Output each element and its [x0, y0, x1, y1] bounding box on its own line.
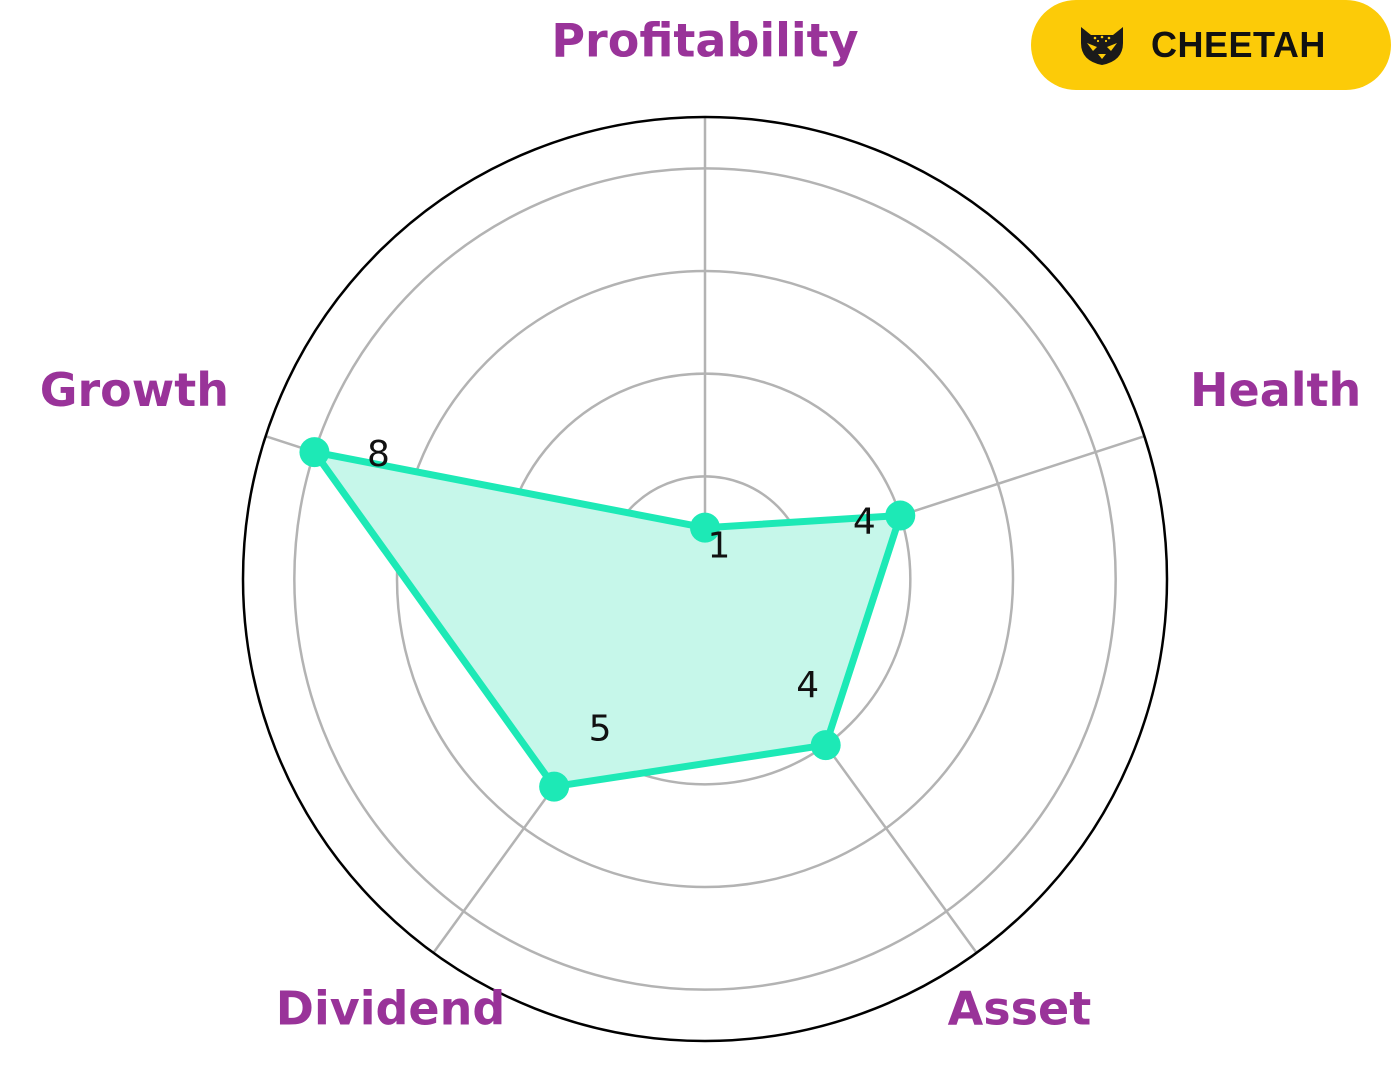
value-label-health: 4	[853, 502, 876, 543]
axis-label-asset: Asset	[948, 981, 1092, 1035]
data-point-growth	[299, 437, 330, 468]
brand-badge: CHEETAH	[1031, 0, 1391, 90]
series-area	[314, 452, 901, 787]
value-label-profitability: 1	[708, 526, 731, 567]
radar-series	[299, 437, 916, 802]
data-point-asset	[810, 730, 841, 761]
value-label-asset: 4	[796, 665, 819, 706]
axis-label-health: Health	[1190, 363, 1361, 417]
axis-label-growth: Growth	[40, 363, 229, 417]
data-point-health	[885, 500, 916, 531]
badge-text: CHEETAH	[1151, 24, 1326, 65]
value-label-growth: 8	[367, 434, 390, 475]
outer-frame	[241, 115, 1169, 1043]
series-line	[310, 448, 904, 791]
axis-label-dividend: Dividend	[276, 981, 506, 1035]
data-point-dividend	[539, 771, 570, 802]
radar-labels: Profitability Health Asset Dividend Growth 1 4…	[40, 14, 1362, 1036]
axis-label-profitability: Profitability	[551, 14, 858, 68]
cheetah-icon	[1081, 27, 1123, 65]
data-point-profitability	[690, 512, 720, 543]
value-label-dividend: 5	[589, 709, 612, 750]
